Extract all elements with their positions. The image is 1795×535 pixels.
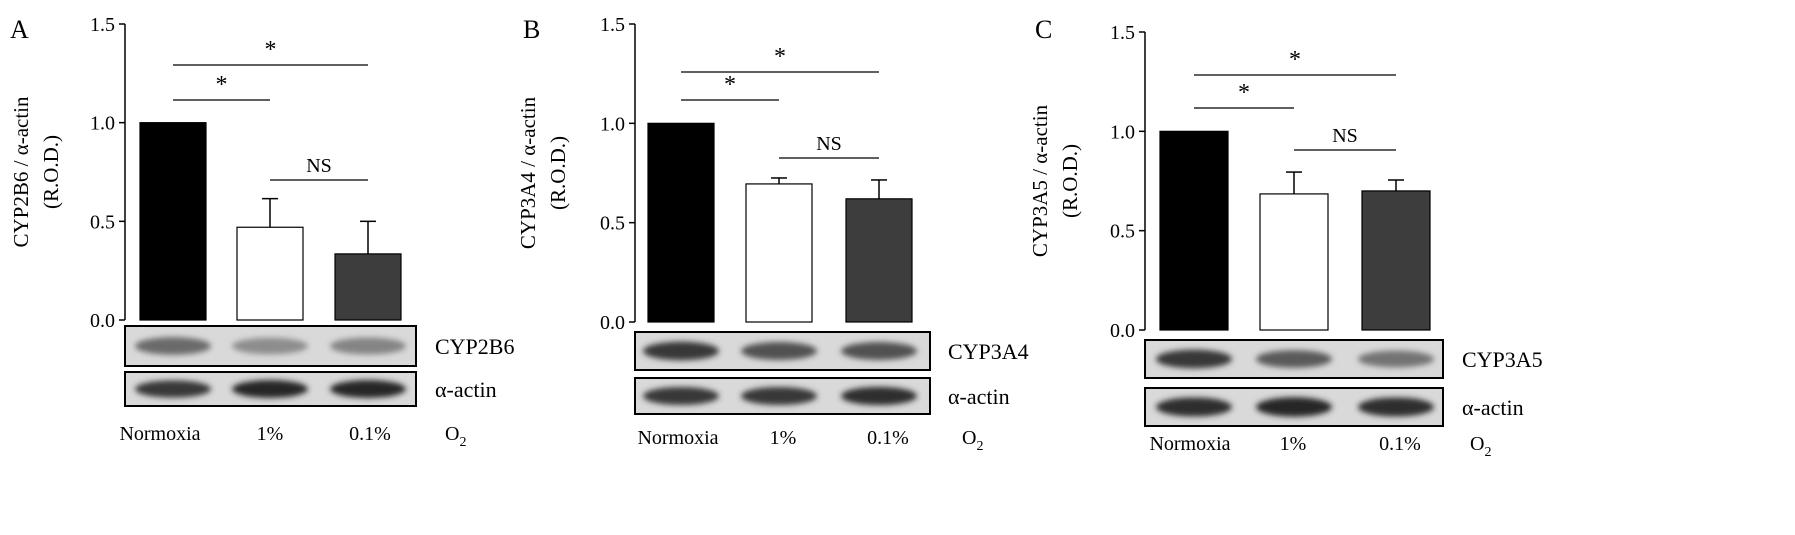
condition-label: 0.1% xyxy=(1379,433,1421,455)
o2-label: O2 xyxy=(1470,433,1491,460)
bar-01 xyxy=(845,198,913,323)
significance-label: * xyxy=(774,44,786,70)
significance-label: * xyxy=(1238,80,1250,106)
blot-band xyxy=(232,337,308,355)
blot-strip xyxy=(1144,339,1444,379)
blot-band xyxy=(1156,349,1232,369)
blot-band xyxy=(841,342,917,360)
o2-label-subscript: 2 xyxy=(459,435,466,450)
condition-label: 1% xyxy=(770,427,797,449)
o2-label-main: O xyxy=(1470,433,1484,455)
blot-band xyxy=(643,341,719,361)
bar-01 xyxy=(334,253,402,321)
y-tick-label: 0.0 xyxy=(1110,320,1135,342)
blot-band xyxy=(232,380,308,398)
significance-label: NS xyxy=(306,155,332,177)
significance-label: * xyxy=(724,72,736,98)
y-axis-label: CYP2B6 / α-actin xyxy=(9,96,33,247)
significance-label: * xyxy=(265,37,277,63)
y-tick-label: 0.5 xyxy=(1110,221,1135,243)
blot-band xyxy=(643,386,719,406)
y-tick-label: 1.5 xyxy=(90,14,115,36)
y-tick-label: 1.5 xyxy=(1110,22,1135,44)
significance-label: * xyxy=(1289,47,1301,73)
y-axis-label: CYP3A5 / α-actin xyxy=(1028,104,1052,257)
y-tick-label: 0.5 xyxy=(600,213,625,235)
blot-band xyxy=(841,386,917,406)
bar-01 xyxy=(1361,190,1431,331)
y-tick-label: 0.5 xyxy=(90,211,115,233)
blot-band xyxy=(330,380,406,398)
blot-band xyxy=(741,342,817,360)
y-axis-units: (R.O.D.) xyxy=(546,136,570,210)
blot-band xyxy=(1156,397,1232,417)
significance-label: * xyxy=(216,72,228,98)
panel-letter: B xyxy=(523,15,540,44)
panel-letter: C xyxy=(1035,15,1052,44)
bar-normoxia xyxy=(647,122,715,323)
blot-label: CYP2B6 xyxy=(435,334,514,359)
condition-label: Normoxia xyxy=(637,427,718,449)
blot-band xyxy=(1358,397,1434,417)
panel-b: B 0.0 0.5 1.0 1.5 CYP3A4 / α-actin (R.O.D.) * * N… xyxy=(516,14,1029,454)
blot-band xyxy=(1256,397,1332,417)
o2-label-subscript: 2 xyxy=(1484,445,1491,460)
bar-1 xyxy=(236,226,304,321)
condition-label: 1% xyxy=(257,423,284,445)
o2-label: O2 xyxy=(445,423,466,450)
significance-label: NS xyxy=(816,133,842,155)
blot-label: α-actin xyxy=(435,377,497,402)
blot-band xyxy=(135,380,211,398)
o2-label: O2 xyxy=(962,427,983,454)
blot-strip xyxy=(1144,387,1444,427)
y-axis-label: CYP3A4 / α-actin xyxy=(516,96,540,249)
o2-label-main: O xyxy=(962,427,976,449)
y-tick-label: 0.0 xyxy=(90,310,115,332)
condition-label: Normoxia xyxy=(1149,433,1230,455)
bar-1 xyxy=(745,183,813,323)
panel-letter: A xyxy=(10,15,29,44)
bar-1 xyxy=(1259,193,1329,331)
y-tick-label: 1.0 xyxy=(600,113,625,135)
blot-band xyxy=(741,386,817,406)
blot-strip xyxy=(634,377,931,415)
panel-a: A 0.0 0.5 1.0 1.5 CYP2B6 / α-actin (R.O.D.) * * N… xyxy=(9,14,514,450)
o2-label-subscript: 2 xyxy=(976,439,983,454)
blot-band xyxy=(135,337,211,355)
y-axis-units: (R.O.D.) xyxy=(1058,144,1082,218)
condition-label: 0.1% xyxy=(349,423,391,445)
condition-label: 1% xyxy=(1280,433,1307,455)
significance-label: NS xyxy=(1332,125,1358,147)
bar-normoxia xyxy=(1159,130,1229,331)
blot-strip xyxy=(634,331,931,371)
y-tick-label: 1.5 xyxy=(600,14,625,36)
y-axis-units: (R.O.D.) xyxy=(39,135,63,209)
blot-band xyxy=(1256,350,1332,368)
blot-label: α-actin xyxy=(1462,395,1524,420)
panel-c: C 0.0 0.5 1.0 1.5 CYP3A5 / α-actin (R.O.D.) * * N… xyxy=(1028,15,1543,460)
bar-normoxia xyxy=(139,122,207,321)
blot-band xyxy=(330,337,406,355)
o2-label-main: O xyxy=(445,423,459,445)
blot-strip xyxy=(124,325,417,367)
blot-label: α-actin xyxy=(948,384,1010,409)
blot-strip xyxy=(124,371,417,407)
y-tick-label: 0.0 xyxy=(600,312,625,334)
y-tick-label: 1.0 xyxy=(90,113,115,135)
y-tick-label: 1.0 xyxy=(1110,121,1135,143)
blot-label: CYP3A5 xyxy=(1462,347,1543,372)
blot-band xyxy=(1358,350,1434,368)
condition-label: Normoxia xyxy=(119,423,200,445)
condition-label: 0.1% xyxy=(867,427,909,449)
blot-label: CYP3A4 xyxy=(948,339,1029,364)
